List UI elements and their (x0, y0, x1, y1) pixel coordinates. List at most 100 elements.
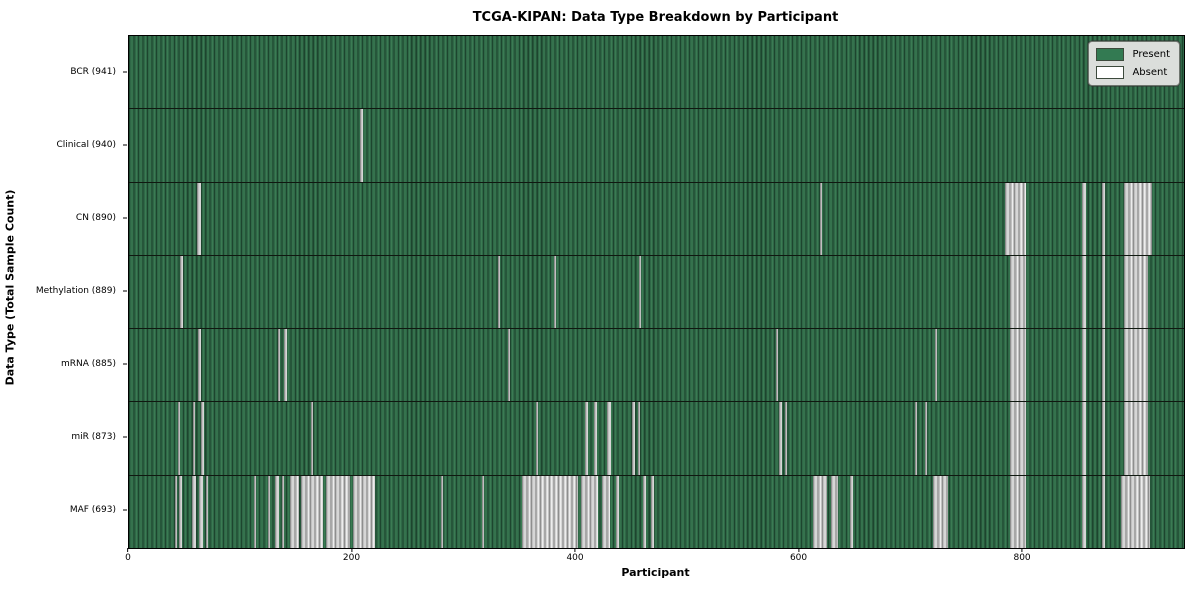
y-tick-mark (123, 436, 127, 438)
absent-stripe (1009, 255, 1027, 329)
absent-stripe (1009, 402, 1027, 475)
x-tick-mark (1021, 548, 1023, 552)
absent-stripe (1102, 329, 1105, 402)
legend-absent-label: Absent (1132, 67, 1168, 78)
absent-stripe (535, 402, 539, 475)
x-tick: 400 (566, 548, 584, 563)
heatmap-row-bcr (129, 36, 1184, 109)
absent-stripe (584, 402, 589, 475)
absent-stripe (607, 402, 611, 475)
x-tick-mark (798, 548, 800, 552)
absent-stripe (1082, 475, 1086, 548)
y-tick-label: Clinical (940) (56, 139, 116, 150)
absent-stripe (1102, 182, 1105, 255)
absent-stripe (593, 402, 598, 475)
y-tick-mark (123, 144, 127, 146)
absent-stripe (616, 475, 619, 548)
absent-stripe (819, 182, 822, 255)
absent-stripe (1082, 182, 1086, 255)
absent-stripe (638, 255, 641, 329)
absent-stripe (1005, 182, 1027, 255)
absent-stripe (1102, 255, 1105, 329)
absent-stripe (1102, 402, 1105, 475)
y-tick-label: Methylation (889) (35, 286, 116, 296)
x-axis: 0 200 400 600 800 (125, 547, 1183, 567)
absent-stripe (776, 329, 779, 402)
x-tick-mark (351, 548, 353, 552)
x-tick-mark (574, 548, 576, 552)
absent-stripe (282, 475, 285, 548)
absent-stripe (277, 329, 280, 402)
heatmap-row-clinical (129, 108, 1184, 182)
heatmap-row-cn (129, 181, 1184, 255)
y-tick-mark (123, 363, 127, 365)
y-tick-label: CN (890) (75, 212, 116, 223)
x-tick: 800 (1013, 548, 1031, 563)
plot-area: Present Absent (128, 35, 1185, 549)
x-tick-label: 400 (566, 553, 584, 563)
absent-stripe (311, 402, 314, 475)
absent-swatch-icon (1096, 66, 1125, 79)
absent-stripe (1123, 182, 1152, 255)
absent-stripe (1123, 329, 1149, 402)
heatmap-row-methylation (129, 254, 1184, 329)
absent-stripe (580, 475, 599, 548)
x-tick-label: 200 (342, 553, 361, 563)
y-tick-mark (123, 217, 127, 219)
absent-stripe (180, 255, 183, 329)
absent-stripe (199, 475, 203, 548)
absent-stripe (178, 402, 181, 475)
legend-present-label: Present (1132, 49, 1170, 60)
absent-stripe (179, 475, 182, 548)
heatmap-row-mir (129, 401, 1184, 475)
absent-stripe (254, 475, 257, 548)
absent-stripe (197, 182, 201, 255)
absent-stripe (200, 402, 204, 475)
absent-stripe (267, 475, 270, 548)
absent-stripe (849, 475, 854, 548)
absent-stripe (1102, 475, 1105, 548)
absent-stripe (1082, 402, 1086, 475)
absent-stripe (830, 475, 838, 548)
absent-stripe (301, 475, 324, 548)
legend-entry-absent: Absent (1096, 66, 1170, 79)
absent-stripe (192, 402, 195, 475)
absent-stripe (198, 329, 201, 402)
y-tick-mark (123, 290, 127, 292)
absent-stripe (914, 402, 917, 475)
legend-entry-present: Present (1096, 48, 1170, 61)
x-tick-label: 600 (789, 553, 808, 563)
absent-stripe (1082, 255, 1086, 329)
absent-stripe (643, 475, 647, 548)
absent-stripe (360, 109, 363, 182)
absent-stripe (779, 402, 782, 475)
absent-stripe (325, 475, 351, 548)
absent-stripe (601, 475, 610, 548)
absent-stripe (631, 402, 636, 475)
absent-stripe (284, 329, 287, 402)
absent-stripe (275, 475, 279, 548)
absent-stripe (785, 402, 788, 475)
y-tick-label: MAF (693) (69, 505, 116, 516)
y-tick-label: BCR (941) (70, 66, 116, 77)
absent-stripe (440, 475, 444, 548)
chart-title: TCGA-KIPAN: Data Type Breakdown by Parti… (472, 10, 839, 25)
y-axis: BCR (941) Clinical (940) CN (890) Methylati… (0, 35, 128, 547)
absent-stripe (507, 329, 511, 402)
heatmap-row-mrna (129, 328, 1184, 402)
x-tick: 600 (790, 548, 807, 563)
absent-stripe (932, 475, 949, 548)
absent-stripe (650, 475, 655, 548)
absent-stripe (1123, 255, 1149, 329)
present-swatch-icon (1096, 48, 1125, 61)
absent-stripe (1009, 475, 1027, 548)
x-tick: 0 (125, 548, 131, 563)
legend: Present Absent (1088, 41, 1180, 86)
x-tick: 200 (343, 548, 360, 563)
y-tick-label: miR (873) (71, 432, 116, 443)
x-tick-mark (127, 548, 129, 552)
absent-stripe (1009, 329, 1027, 402)
heatmap-row-maf (129, 474, 1184, 548)
absent-stripe (812, 475, 828, 548)
